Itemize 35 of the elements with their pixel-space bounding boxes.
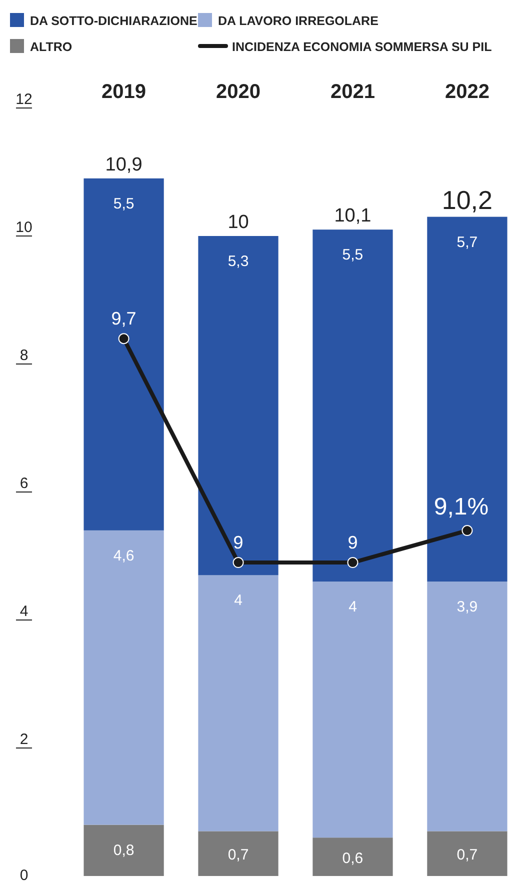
y-tick-label: 12 [16,91,32,108]
data-label: 0,6 [342,850,364,867]
y-tick-label: 0 [20,866,28,884]
y-tick-label: 6 [20,475,28,492]
data-label: 5,5 [342,246,364,264]
legend-label: INCIDENZA ECONOMIA SOMMERSA SU PIL [232,40,492,54]
data-label: 5,5 [113,195,134,212]
data-label: 9 [233,532,244,553]
total-label: 10,1 [334,206,372,227]
x-tick-label: 2021 [330,81,375,103]
y-tick-label: 10 [16,219,32,236]
data-label: 9,7 [111,308,136,329]
data-label: 0,7 [228,846,249,864]
legend-label: ALTRO [30,40,72,54]
data-label: 4 [234,592,242,610]
data-label: 4 [348,598,357,616]
x-tick-label: 2019 [102,81,146,103]
y-tick-label: 8 [20,347,28,364]
x-tick-label: 2020 [216,81,261,103]
data-label: 3,9 [456,598,478,616]
data-label: 5,3 [228,253,249,270]
legend-label: DA SOTTO-DICHIARAZIONE [30,14,198,28]
data-label: 4,6 [113,547,134,564]
y-tick-label: 2 [20,731,28,748]
y-tick-label: 4 [20,603,28,620]
total-label: 10 [228,212,249,233]
x-tick-label: 2022 [444,81,490,103]
data-label: 9 [348,532,358,553]
total-label: 10,2 [442,184,493,215]
data-label: 5,7 [456,234,478,251]
data-label: 0,8 [113,842,134,859]
data-label: 0,7 [456,846,478,864]
total-label: 10,9 [105,154,142,176]
legend-label: DA LAVORO IRREGOLARE [218,14,378,28]
data-label: 9,1% [434,494,489,521]
